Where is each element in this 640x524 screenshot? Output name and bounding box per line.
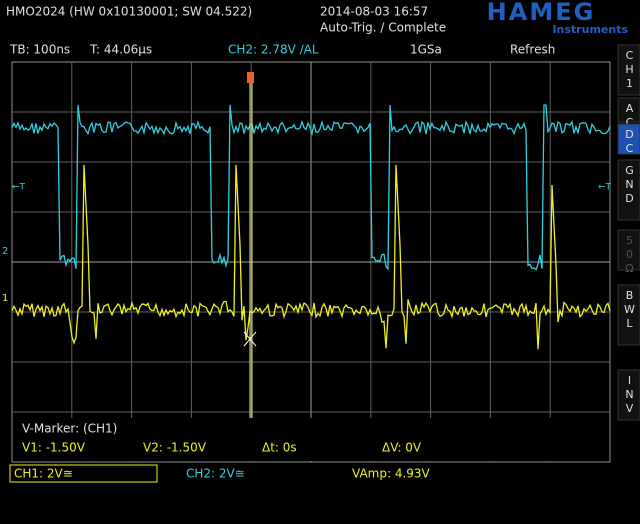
- sample-rate: 1GSa: [410, 43, 442, 57]
- cursor-cross: [243, 331, 257, 347]
- menu-button[interactable]: [617, 44, 640, 96]
- ch1-ground-marker: 1: [2, 293, 8, 304]
- marker-v2: V2: -1.50V: [143, 441, 207, 455]
- marker-panel: [13, 418, 609, 461]
- menu-label[interactable]: AC: [623, 102, 636, 130]
- menu-button[interactable]: [617, 284, 640, 346]
- menu-button[interactable]: [617, 229, 640, 271]
- marker-dv: ΔV: 0V: [382, 441, 422, 455]
- menu-button[interactable]: [617, 369, 640, 421]
- trigger-status: Auto-Trig. / Complete: [320, 21, 446, 35]
- marker-dt: Δt: 0s: [262, 441, 297, 455]
- acquire-mode: Refresh: [510, 43, 555, 57]
- menu-label[interactable]: CH1: [623, 49, 636, 91]
- device-info: HMO2024 (HW 0x10130001; SW 04.522): [6, 5, 252, 19]
- menu-label[interactable]: DC: [623, 128, 636, 156]
- datetime: 2014-08-03 16:57: [320, 5, 428, 19]
- menu-button[interactable]: [617, 159, 640, 221]
- menu-button[interactable]: [617, 123, 640, 155]
- menu-label[interactable]: 50Ω: [623, 234, 636, 276]
- menu-label[interactable]: BWL: [623, 289, 636, 331]
- ch2-ground-marker: 2: [2, 246, 8, 257]
- trigger-level-right: ←T: [598, 183, 612, 193]
- trigger-time: T: 44.06µs: [89, 43, 152, 57]
- vamp: VAmp: 4.93V: [352, 467, 431, 481]
- ch1-scale[interactable]: CH1: 2V≅: [14, 467, 73, 481]
- menu-label[interactable]: INV: [623, 374, 636, 416]
- marker-title: V-Marker: (CH1): [22, 422, 117, 436]
- trigger-marker: [247, 72, 254, 83]
- marker-v1: V1: -1.50V: [22, 441, 86, 455]
- ch2-scale[interactable]: CH2: 2V≅: [186, 467, 245, 481]
- ch1-waveform: [11, 164, 611, 350]
- logo: HAMEG: [487, 0, 596, 26]
- menu-label[interactable]: GND: [623, 164, 636, 206]
- ch2-waveform: [11, 104, 611, 271]
- trigger-level-left: ←T: [12, 183, 26, 193]
- ch2-trigger: CH2: 2.78V ∕AL: [228, 43, 319, 57]
- menu-button[interactable]: [617, 97, 640, 123]
- timebase: TB: 100ns: [9, 43, 70, 57]
- ch1-box[interactable]: [9, 464, 158, 483]
- logo-sub: Instruments: [552, 23, 628, 36]
